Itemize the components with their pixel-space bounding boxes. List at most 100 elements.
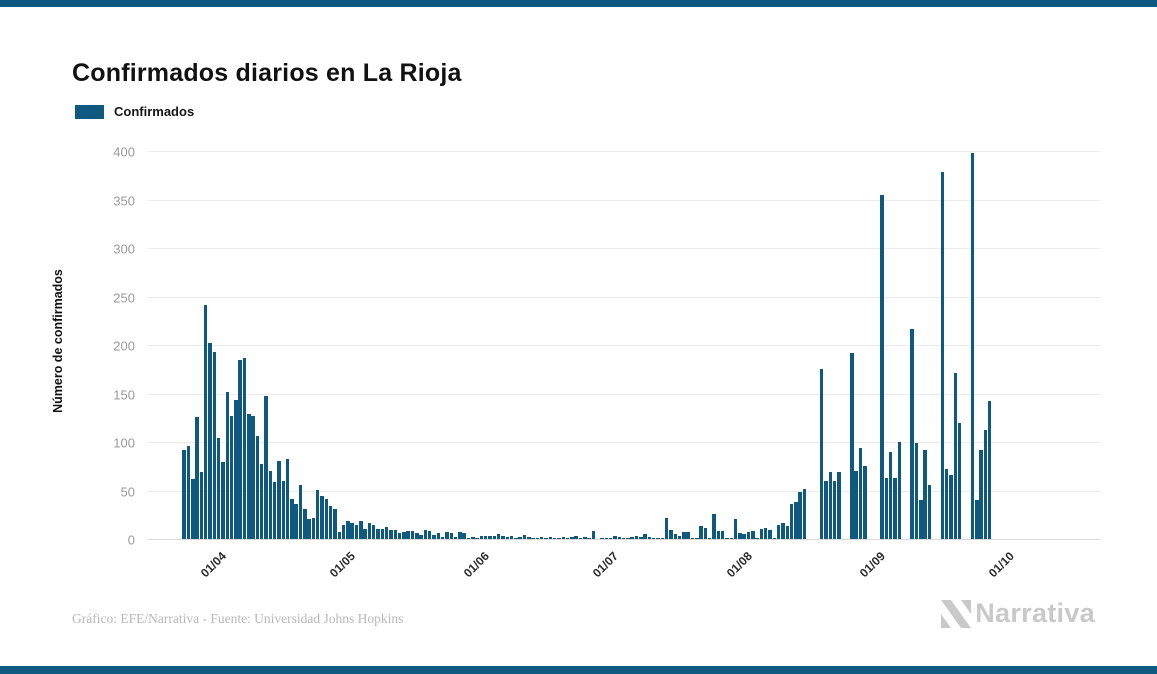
narrativa-n-icon bbox=[941, 599, 972, 628]
bar bbox=[669, 530, 673, 539]
bar bbox=[216, 438, 221, 539]
bar bbox=[544, 538, 548, 539]
bar bbox=[333, 508, 337, 539]
bar bbox=[191, 478, 195, 539]
bar bbox=[552, 538, 557, 539]
bar bbox=[445, 532, 449, 539]
bar bbox=[639, 537, 643, 539]
bar bbox=[699, 526, 703, 539]
bar bbox=[677, 536, 682, 539]
bar bbox=[686, 532, 690, 539]
bar bbox=[393, 530, 397, 539]
bar bbox=[238, 359, 242, 539]
bar bbox=[359, 520, 363, 539]
bar bbox=[531, 538, 535, 539]
bar bbox=[832, 480, 837, 539]
bar bbox=[535, 538, 540, 539]
bar bbox=[540, 537, 544, 539]
bar bbox=[634, 536, 639, 539]
legend-swatch bbox=[75, 104, 104, 119]
gridline bbox=[148, 248, 1100, 249]
footer-credit: Gráfico: EFE/Narrativa - Fuente: Univers… bbox=[72, 611, 404, 626]
x-tick-label: 01/09 bbox=[856, 549, 889, 581]
bar bbox=[738, 533, 742, 539]
bar bbox=[660, 538, 665, 539]
bar bbox=[290, 499, 294, 539]
bar bbox=[367, 523, 372, 539]
bar bbox=[578, 538, 583, 539]
bar bbox=[522, 535, 527, 539]
bar bbox=[363, 529, 367, 539]
bar bbox=[341, 525, 346, 539]
bar bbox=[652, 538, 656, 539]
bar bbox=[854, 471, 858, 539]
bar bbox=[673, 534, 677, 539]
bar bbox=[419, 535, 423, 539]
bar bbox=[298, 484, 303, 539]
bar bbox=[953, 373, 957, 539]
plot-area: 0 50 100 150 200 250 300 350 400 01/04 01/05 01/06 0… bbox=[113, 143, 1100, 580]
bar bbox=[695, 538, 699, 539]
bar bbox=[277, 461, 281, 539]
top-accent-bar bbox=[0, 0, 1157, 7]
bar bbox=[294, 504, 298, 539]
bar bbox=[208, 343, 212, 539]
bar bbox=[604, 538, 609, 539]
bar bbox=[509, 536, 514, 539]
bar bbox=[742, 534, 746, 539]
bar bbox=[781, 523, 785, 539]
narrativa-logo: Narrativa bbox=[941, 598, 1095, 629]
bar bbox=[988, 401, 992, 539]
bar bbox=[983, 430, 988, 539]
bar bbox=[850, 352, 854, 539]
legend: Confirmados bbox=[75, 104, 194, 119]
bar bbox=[242, 357, 247, 539]
bar bbox=[940, 172, 945, 539]
bar bbox=[863, 466, 867, 539]
bar bbox=[492, 536, 497, 539]
bar bbox=[255, 436, 260, 539]
bar bbox=[505, 537, 509, 539]
bar bbox=[212, 351, 217, 539]
bar bbox=[574, 536, 578, 539]
bar bbox=[789, 504, 794, 539]
bar bbox=[324, 499, 329, 539]
bar bbox=[751, 531, 755, 539]
bar bbox=[776, 525, 781, 539]
y-tick-label: 400 bbox=[113, 144, 135, 160]
bar bbox=[764, 528, 768, 539]
bar bbox=[462, 533, 466, 539]
bar bbox=[204, 305, 208, 539]
bar bbox=[893, 477, 897, 539]
bar bbox=[195, 416, 199, 539]
bar bbox=[617, 537, 621, 539]
gridline bbox=[148, 442, 1100, 443]
bar bbox=[712, 513, 716, 539]
bar bbox=[303, 508, 307, 539]
bar bbox=[828, 472, 833, 539]
bar bbox=[919, 500, 923, 539]
x-axis-line bbox=[148, 539, 1100, 540]
bar bbox=[746, 532, 751, 539]
x-tick-label: 01/06 bbox=[460, 549, 492, 581]
chart-title: Confirmados diarios en La Rioja bbox=[72, 58, 462, 87]
bar bbox=[307, 518, 311, 539]
x-tick-label: 01/07 bbox=[589, 549, 621, 581]
bar bbox=[703, 528, 708, 539]
gridline bbox=[148, 151, 1100, 152]
bar bbox=[384, 527, 389, 539]
bar bbox=[643, 534, 647, 539]
bar bbox=[910, 328, 914, 539]
gridline bbox=[148, 393, 1100, 395]
y-tick-label: 0 bbox=[127, 532, 135, 548]
bar bbox=[798, 492, 802, 539]
y-tick-label: 150 bbox=[113, 387, 135, 402]
bar bbox=[406, 531, 410, 539]
bar bbox=[518, 537, 522, 539]
bar bbox=[970, 152, 975, 539]
bar bbox=[311, 517, 316, 539]
bar bbox=[759, 529, 764, 539]
bar bbox=[647, 537, 652, 539]
bar bbox=[410, 531, 415, 539]
bar bbox=[725, 538, 729, 539]
